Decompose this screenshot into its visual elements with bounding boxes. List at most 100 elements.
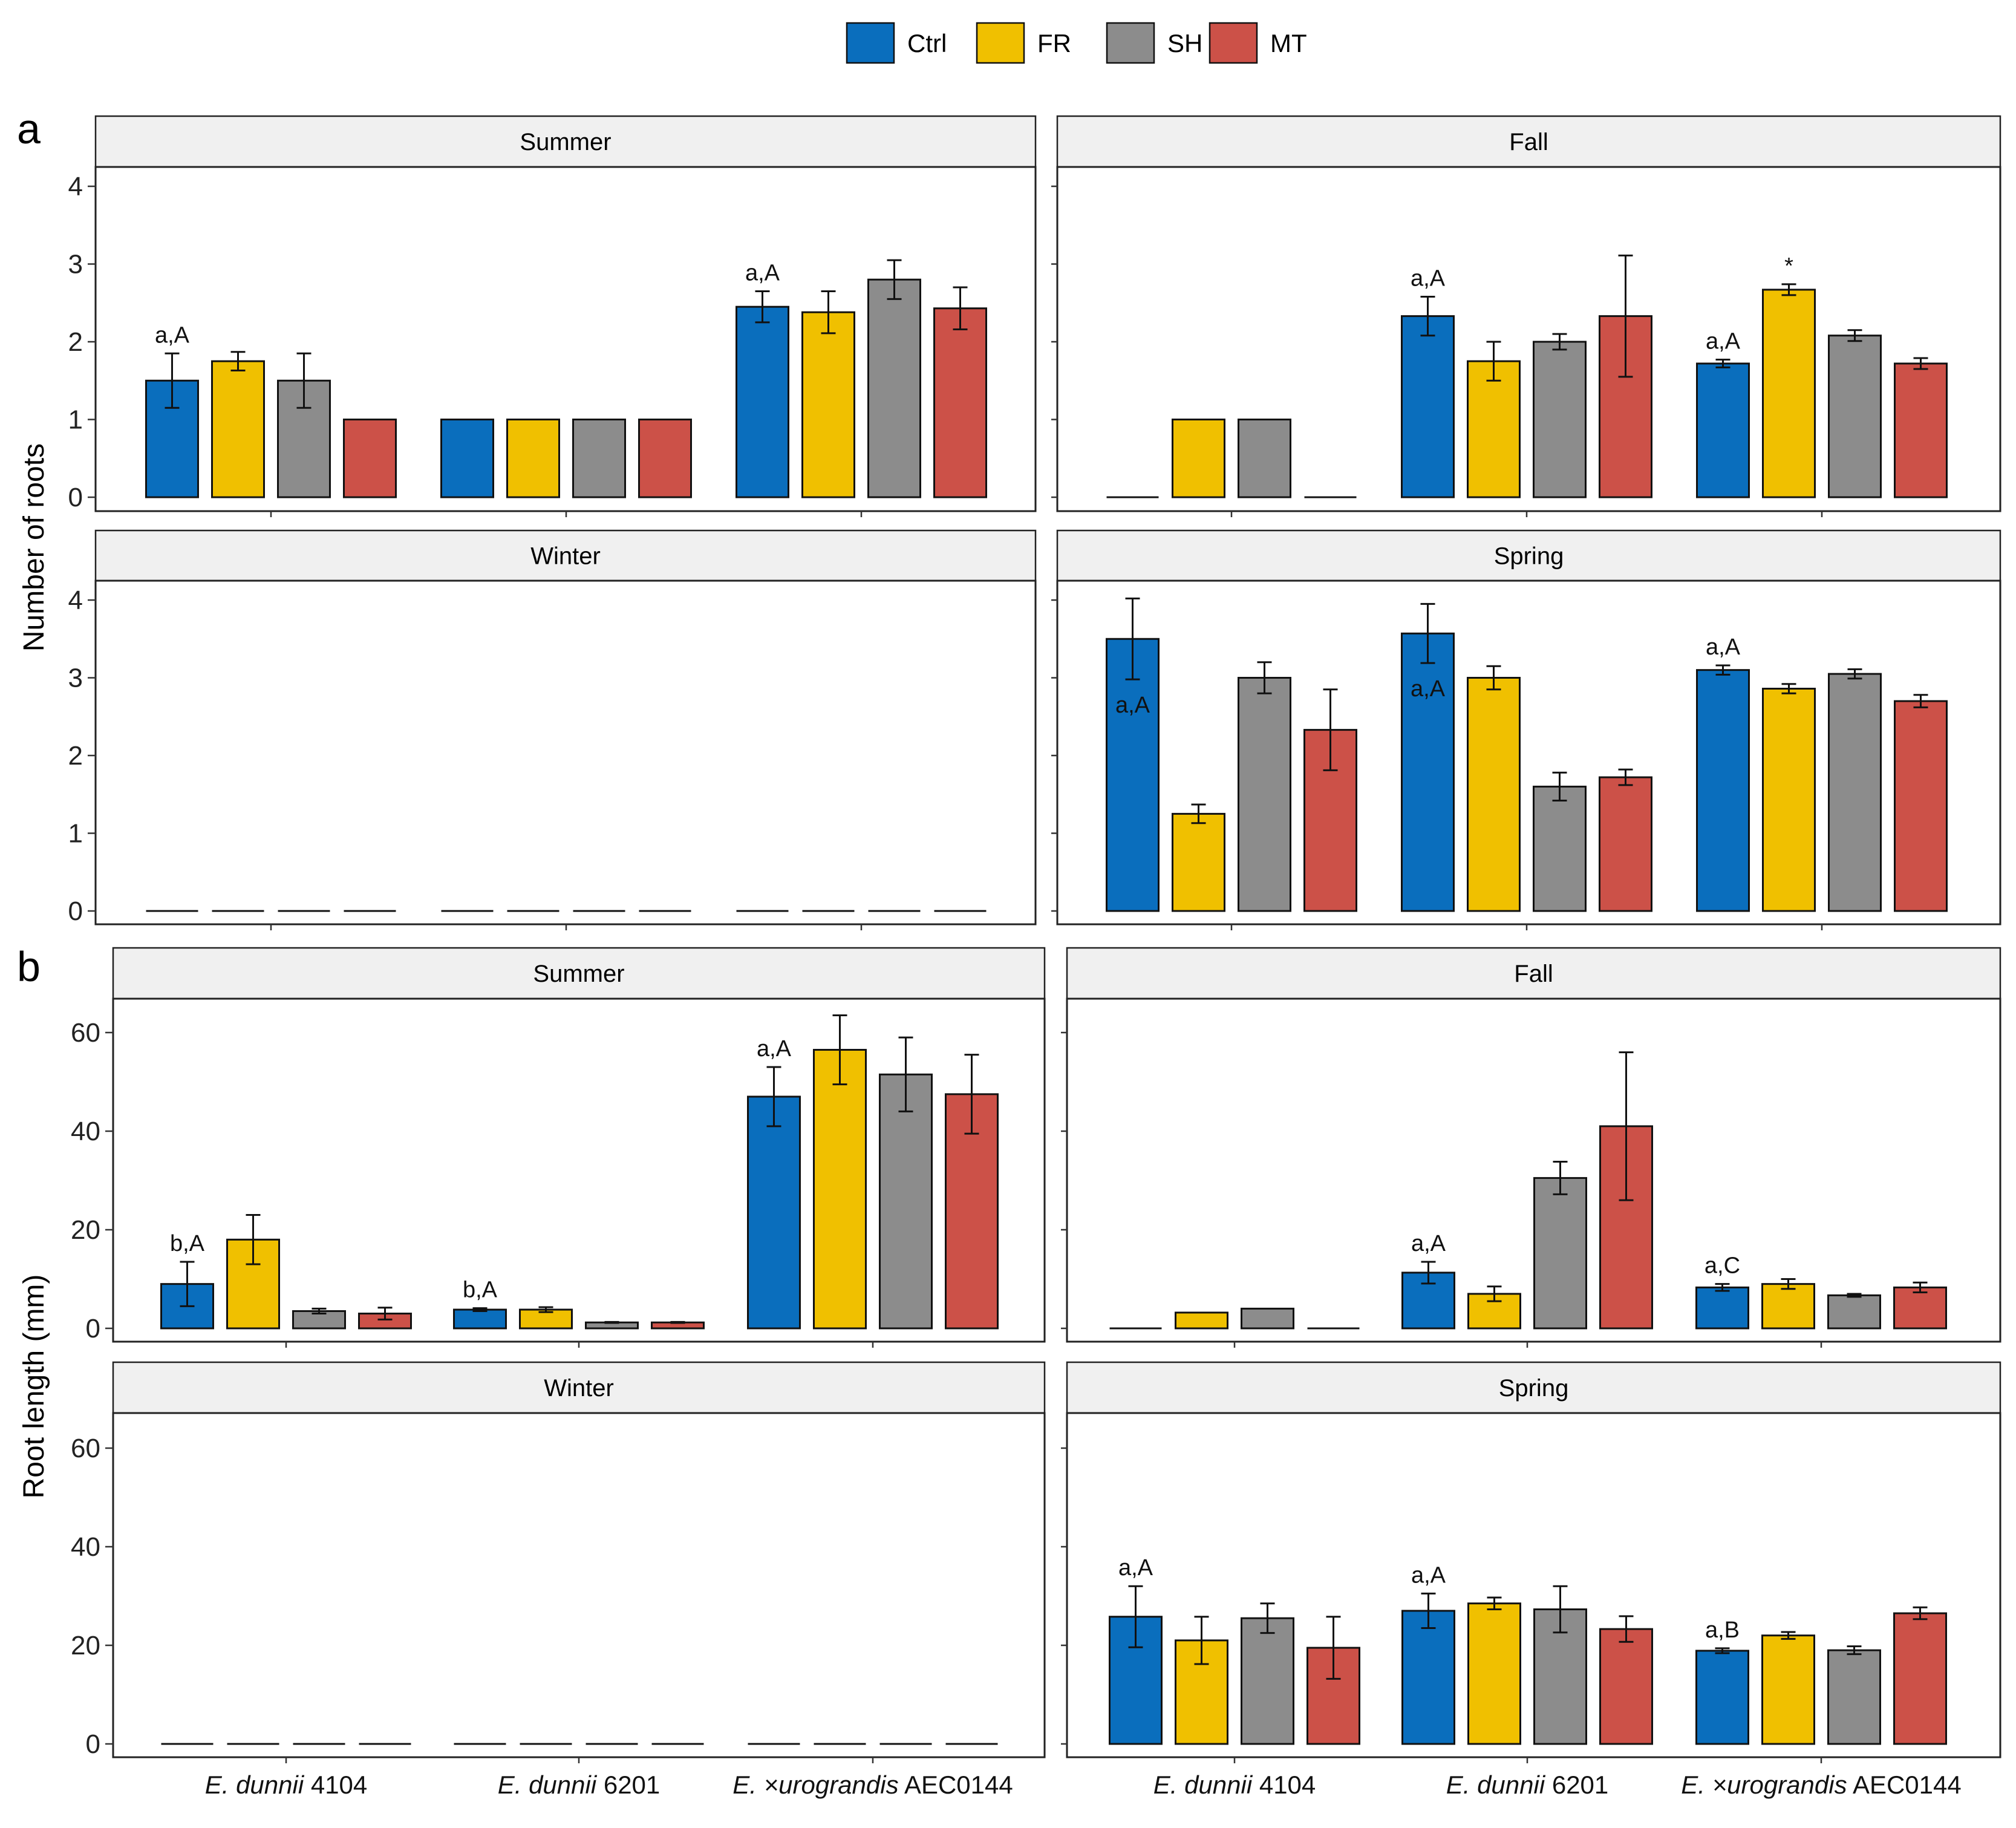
bar-ctrl: [1401, 1610, 1455, 1745]
y-tick-label: 2: [68, 327, 83, 357]
facet-a-spring: Spring a,A a,A a,A: [1051, 529, 2001, 930]
facet-strip: [94, 115, 1037, 168]
x-tick-label: E. ×urograndis AEC0144: [732, 1771, 1013, 1799]
facet-title: Spring: [1499, 1375, 1569, 1402]
x-label-clone: AEC0144: [899, 1771, 1013, 1799]
significance-label: a,A: [757, 1036, 792, 1062]
y-tick-label: 0: [68, 896, 83, 926]
facet-title: Winter: [544, 1375, 614, 1402]
facet-panel-border: [1056, 166, 2001, 512]
legend-swatch-mt: [1209, 22, 1258, 64]
bar-mt: [343, 419, 397, 498]
bar-sh: [1828, 673, 1882, 912]
facet-a-fall: Fall a,A a,A *: [1051, 115, 2001, 517]
bar-mt: [1894, 700, 1948, 912]
bar-sh: [1533, 341, 1587, 498]
y-tick-label: 40: [71, 1117, 100, 1146]
facet-panel-border: [1056, 579, 2001, 925]
significance-label: a,A: [745, 260, 780, 286]
bar-mt: [933, 307, 987, 498]
x-tick-label: E. dunnii 4104: [205, 1771, 368, 1799]
bar-fr: [813, 1049, 867, 1330]
y-tick-label: 0: [68, 483, 83, 512]
bar-ctrl: [1106, 638, 1160, 912]
facet-b-summer: Summer 0 20 40 60 b,A b,A a,A: [71, 947, 1046, 1348]
bar-sh: [572, 419, 626, 498]
bar-ctrl: [736, 305, 789, 498]
x-label-species: E. dunnii: [1153, 1771, 1253, 1799]
bar-sh: [867, 278, 921, 498]
y-tick-label: 4: [68, 586, 83, 615]
significance-label: a,A: [1411, 676, 1446, 702]
panel-label-b: b: [17, 943, 41, 990]
significance-label: a,A: [1411, 1231, 1446, 1256]
x-label-clone: 6201: [596, 1771, 660, 1799]
bar-mt: [1894, 362, 1948, 498]
bar-sh: [1828, 335, 1882, 498]
y-tick-label: 20: [71, 1631, 100, 1660]
significance-label: a,A: [1411, 1562, 1446, 1588]
significance-label: a,B: [1705, 1617, 1740, 1643]
significance-label: *: [1784, 253, 1793, 279]
legend-label-mt: MT: [1270, 29, 1307, 57]
bar-ctrl: [440, 419, 494, 498]
legend-label-sh: SH: [1167, 29, 1202, 57]
y-tick-label: 2: [68, 741, 83, 771]
significance-label: a,C: [1704, 1253, 1740, 1279]
x-label-clone: 4104: [1252, 1771, 1316, 1799]
bar-mt: [1599, 1628, 1653, 1745]
facet-title: Summer: [520, 129, 611, 155]
bar-mt: [1599, 776, 1652, 912]
significance-label: a,A: [155, 322, 190, 348]
significance-label: b,A: [463, 1278, 498, 1303]
bar-fr: [1761, 1634, 1815, 1745]
x-label-clone: 4104: [304, 1771, 367, 1799]
facet-panel-border: [1066, 1412, 2001, 1758]
legend-swatch-ctrl: [846, 22, 895, 64]
bar-fr: [1172, 419, 1225, 498]
facet-panel-border: [1066, 997, 2001, 1343]
bar-fr: [1172, 812, 1225, 912]
bar-sh: [1827, 1649, 1881, 1745]
bar-sh: [1238, 677, 1291, 912]
facet-a-summer: Summer 0 1 2 3 4 a,A a,A: [68, 115, 1037, 517]
y-tick-label: 1: [68, 405, 83, 435]
bar-fr: [801, 311, 855, 498]
facet-a-winter: Winter 0 1 2 3 4: [68, 529, 1037, 930]
facet-title: Spring: [1494, 543, 1564, 570]
bar-fr: [1762, 687, 1816, 912]
facet-strip: [94, 529, 1037, 582]
y-tick-label: 1: [68, 819, 83, 849]
facet-strip: [112, 1361, 1046, 1414]
y-tick-label: 3: [68, 250, 83, 279]
significance-label: a,A: [1115, 693, 1150, 718]
significance-label: b,A: [170, 1231, 205, 1256]
bar-ctrl: [1696, 362, 1750, 498]
bar-ctrl: [1401, 632, 1455, 912]
bar-mt: [1893, 1286, 1947, 1330]
bar-fr: [1467, 360, 1521, 498]
bar-sh: [1238, 419, 1291, 498]
bar-mt: [638, 419, 692, 498]
bar-fr: [211, 360, 265, 498]
y-tick-label: 20: [71, 1215, 100, 1245]
facet-strip: [1056, 529, 2001, 582]
y-axis-label-a: Number of roots: [18, 443, 50, 651]
x-label-species: E. dunnii: [1446, 1771, 1546, 1799]
facet-title: Winter: [530, 543, 601, 570]
x-label-species: E. ×urograndis: [1681, 1771, 1847, 1799]
legend: Ctrl FR SH MT: [846, 22, 1307, 64]
bar-sh: [1533, 1177, 1587, 1330]
bar-sh: [1827, 1294, 1881, 1330]
bar-sh: [879, 1073, 933, 1330]
y-tick-label: 4: [68, 172, 83, 201]
x-tick-label: E. dunnii 6201: [498, 1771, 661, 1799]
y-tick-label: 0: [86, 1729, 100, 1759]
bar-ctrl: [1696, 669, 1750, 912]
bar-ctrl: [1401, 315, 1455, 498]
x-label-species: E. dunnii: [205, 1771, 305, 1799]
x-tick-label: E. dunnii 4104: [1153, 1771, 1316, 1799]
